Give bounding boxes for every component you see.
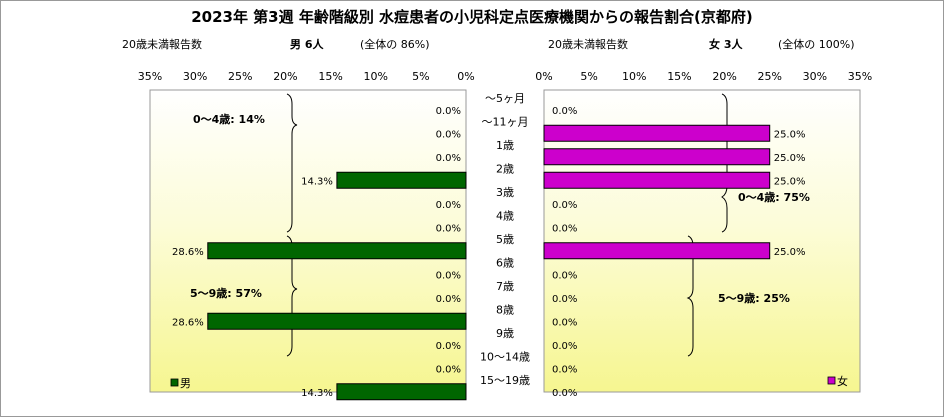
male-x-tick: 15%	[318, 70, 342, 83]
female-data-label: 0.0%	[552, 270, 577, 281]
male-x-tick: 25%	[228, 70, 252, 83]
male-data-label: 0.0%	[436, 223, 461, 234]
female-data-label: 0.0%	[552, 341, 577, 352]
category-label: 4歳	[496, 209, 514, 222]
male-data-label: 0.0%	[436, 200, 461, 211]
legend-female-swatch	[827, 376, 836, 385]
male-bar	[336, 171, 467, 189]
category-label: 7歳	[496, 280, 514, 293]
male-data-label: 14.3%	[301, 388, 333, 399]
female-data-label: 25.0%	[774, 247, 806, 258]
category-label: 9歳	[496, 327, 514, 340]
male-data-label: 0.0%	[436, 106, 461, 117]
category-label: 〜5ヶ月	[485, 92, 525, 105]
female-data-label: 25.0%	[774, 176, 806, 187]
male-data-label: 0.0%	[436, 129, 461, 140]
category-label: 3歳	[496, 186, 514, 199]
male-x-tick: 10%	[363, 70, 387, 83]
female-x-tick: 5%	[580, 70, 597, 83]
male-bar	[207, 242, 467, 260]
female-bracket-0-4	[721, 93, 728, 233]
male-group-label-5-9: 5〜9歳: 57%	[190, 286, 262, 300]
male-data-label: 0.0%	[436, 341, 461, 352]
category-label: 2歳	[496, 162, 514, 175]
male-data-label: 28.6%	[172, 317, 204, 328]
female-data-label: 0.0%	[552, 364, 577, 375]
male-x-tick: 35%	[138, 70, 162, 83]
category-label: 10〜14歳	[480, 350, 530, 363]
female-x-tick: 15%	[667, 70, 691, 83]
female-x-tick: 10%	[622, 70, 646, 83]
male-bar	[207, 312, 467, 330]
category-label: 〜11ヶ月	[482, 115, 529, 128]
male-data-label: 0.0%	[436, 364, 461, 375]
male-data-label: 14.3%	[301, 176, 333, 187]
female-data-label: 25.0%	[774, 153, 806, 164]
category-label: 5歳	[496, 233, 514, 246]
female-x-tick: 25%	[757, 70, 781, 83]
male-header-count: 男 6人	[290, 37, 324, 51]
female-x-tick: 20%	[712, 70, 736, 83]
female-data-label: 25.0%	[774, 129, 806, 140]
female-header-count: 女 3人	[709, 37, 743, 51]
category-label: 6歳	[496, 256, 514, 269]
female-bar	[543, 171, 771, 189]
male-x-tick: 20%	[273, 70, 297, 83]
female-bar	[543, 148, 771, 166]
female-data-label: 0.0%	[552, 200, 577, 211]
category-label: 15〜19歳	[480, 374, 530, 387]
male-x-tick: 5%	[412, 70, 429, 83]
male-header-label: 20歳未満報告数	[122, 38, 202, 51]
female-header-label: 20歳未満報告数	[548, 38, 628, 51]
category-label: 8歳	[496, 303, 514, 316]
female-x-tick: 0%	[535, 70, 552, 83]
male-header-share: (全体の 86%)	[360, 37, 430, 51]
male-group-label-0-4: 0〜4歳: 14%	[193, 112, 265, 126]
male-x-tick: 0%	[457, 70, 474, 83]
category-label: 1歳	[496, 139, 514, 152]
male-data-label: 0.0%	[436, 294, 461, 305]
male-data-label: 0.0%	[436, 153, 461, 164]
female-data-label: 0.0%	[552, 294, 577, 305]
female-header-share: (全体の 100%)	[778, 37, 855, 51]
male-x-tick: 30%	[183, 70, 207, 83]
legend-male-swatch	[170, 378, 179, 387]
legend-female-label: 女	[837, 374, 848, 388]
chart-title: 2023年 第3週 年齢階級別 水痘患者の小児科定点医療機関からの報告割合(京都…	[191, 8, 753, 26]
female-data-label: 0.0%	[552, 223, 577, 234]
male-data-label: 28.6%	[172, 247, 204, 258]
female-data-label: 0.0%	[552, 317, 577, 328]
male-plot-area	[149, 89, 467, 393]
male-bar	[336, 383, 467, 401]
legend-male-label: 男	[180, 377, 191, 390]
male-bracket-0-4	[286, 93, 298, 233]
male-data-label: 0.0%	[436, 270, 461, 281]
female-data-label: 0.0%	[552, 388, 577, 399]
female-group-label-5-9: 5〜9歳: 25%	[718, 291, 790, 305]
chart-marks: 35% 30% 25% 20% 15% 10% 5% 0% 0% 5% 10% 15% 20% 25% 30…	[138, 70, 872, 401]
female-data-label: 0.0%	[552, 106, 577, 117]
female-bar	[543, 124, 771, 142]
female-group-label-0-4: 0〜4歳: 75%	[738, 190, 810, 204]
female-x-tick: 30%	[803, 70, 827, 83]
female-x-tick: 35%	[848, 70, 872, 83]
female-bar	[543, 242, 771, 260]
